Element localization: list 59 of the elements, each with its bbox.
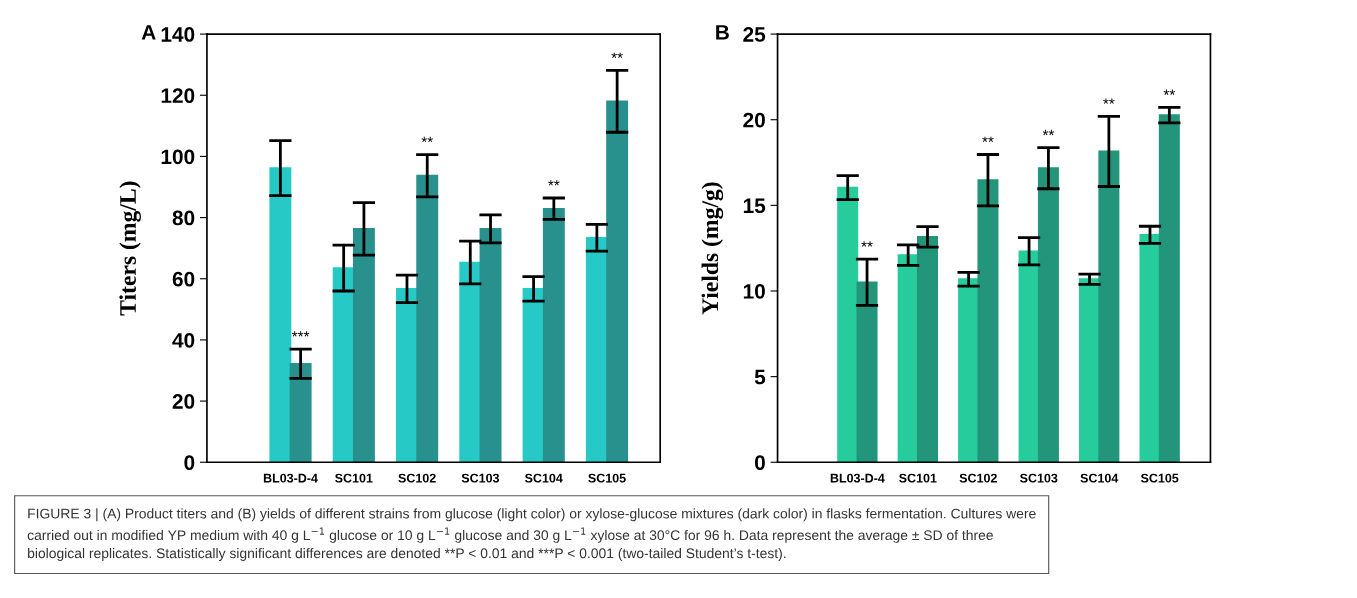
- bar: [522, 288, 545, 463]
- bar: [856, 281, 878, 463]
- y-tick-label: 60: [172, 271, 195, 287]
- bar: [1139, 233, 1161, 463]
- bar: [416, 174, 439, 463]
- x-tick-label: BL03-D-4: [263, 473, 318, 483]
- bar: [289, 362, 312, 463]
- y-tick-label: 10: [743, 283, 765, 299]
- bar: [1098, 150, 1120, 463]
- bar: [977, 179, 999, 463]
- annotation: **: [1163, 89, 1176, 95]
- x-tick-label: SC103: [461, 473, 500, 483]
- y-tick-label: 20: [172, 394, 195, 409]
- annotation: **: [1103, 98, 1115, 104]
- bar: [585, 236, 608, 463]
- bar: [352, 228, 375, 463]
- annotation: **: [861, 241, 873, 247]
- annotation: ***: [291, 331, 310, 337]
- x-tick-label: SC101: [899, 473, 937, 483]
- y-tick-label: 20: [743, 112, 765, 128]
- y-tick-label: 0: [184, 455, 195, 471]
- y-tick-label: 25: [743, 27, 766, 42]
- x-tick-label: SC105: [588, 473, 626, 483]
- annotation: **: [982, 136, 994, 142]
- bar: [916, 236, 939, 463]
- x-tick-label: BL03-D-4: [830, 473, 885, 483]
- y-tick-label: 0: [754, 455, 765, 471]
- chart-title: B: [716, 25, 729, 40]
- text: FIGURE 3 | (A) Product titers and (B) yields of different strains from glucose (light color) or xylose-glucose mixtures (dark color) in flasks fermentation. Cultures were carried out in modified YP medium with 40 g L$^{−1}$ glucose or 10 g L$^{−1}$ glucose and 30 g L$^{−1}$ xylose at 30°C for 96 h. Data represent the average ± SD of three biological replicates. Statistically significant differences are denoted **P < 0.01 and ***P < 0.001 (two-tailed Student’s t-test).: [27, 508, 1036, 561]
- x-tick-label: SC101: [335, 473, 373, 483]
- y-tick-label: 120: [161, 88, 195, 104]
- bar: [269, 167, 292, 463]
- y-axis-title: Titers (mg/L): [119, 181, 141, 316]
- y-tick-label: 40: [172, 332, 195, 348]
- y-tick-label: 80: [172, 210, 195, 226]
- x-tick-label: SC104: [1080, 473, 1119, 483]
- bar: [1158, 114, 1180, 463]
- x-tick-label: SC102: [398, 473, 436, 483]
- annotation: **: [1042, 129, 1055, 136]
- x-tick-label: SC103: [1019, 473, 1058, 483]
- bar: [542, 207, 565, 463]
- y-tick-label: 15: [743, 198, 766, 214]
- y-tick-label: 100: [161, 149, 195, 165]
- x-tick-label: SC102: [959, 473, 997, 483]
- annotation: **: [611, 52, 623, 58]
- x-tick-label: SC104: [524, 473, 563, 483]
- bar: [332, 267, 355, 463]
- y-axis-title: Yields (mg/g): [701, 182, 724, 315]
- x-tick-label: SC105: [1140, 473, 1179, 483]
- bar: [479, 228, 502, 463]
- chart-title: A: [141, 25, 156, 40]
- y-tick-label: 5: [754, 369, 766, 385]
- annotation: **: [548, 180, 560, 186]
- bar: [606, 100, 629, 463]
- bar: [837, 186, 859, 463]
- annotation: **: [421, 136, 433, 143]
- bar: [459, 261, 482, 463]
- bar: [1037, 167, 1059, 463]
- y-tick-label: 140: [161, 27, 195, 42]
